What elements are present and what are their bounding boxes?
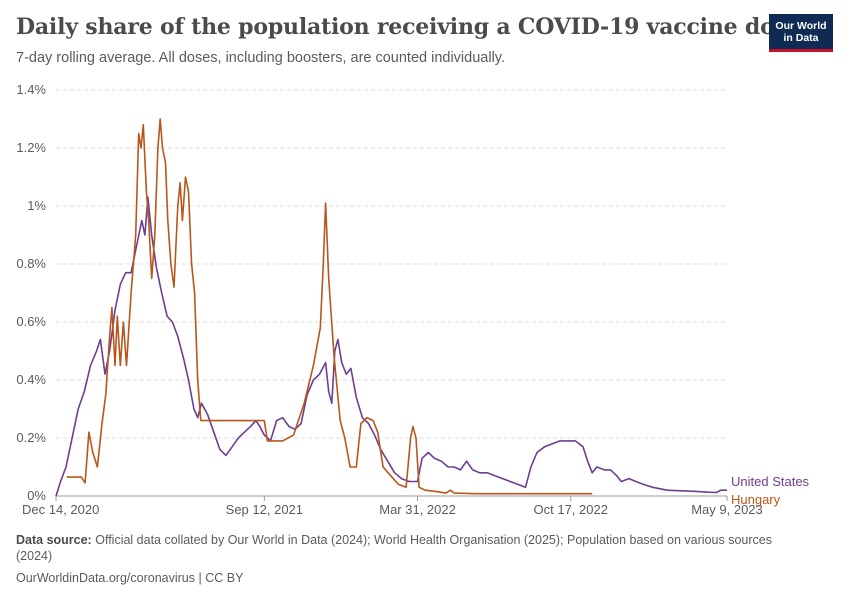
y-tick-label: 0.4% xyxy=(16,372,46,387)
y-tick-label: 1.2% xyxy=(16,140,46,155)
y-tick-label: 0.6% xyxy=(16,314,46,329)
x-tick-label: May 9, 2023 xyxy=(691,502,763,517)
logo-line-1: Our World xyxy=(775,20,827,32)
y-axis: 0% 0.2% 0.4% 0.6% 0.8% 1% 1.2% 1.4% xyxy=(16,82,46,503)
x-axis: Dec 14, 2020 Sep 12, 2021 Mar 31, 2022 Oct … xyxy=(22,495,763,517)
owid-logo[interactable]: Our World in Data xyxy=(769,14,833,52)
y-tick-label: 1% xyxy=(27,198,46,213)
credit-link[interactable]: OurWorldinData.org/coronavirus | CC BY xyxy=(16,571,244,585)
chart-subtitle: 7-day rolling average. All doses, includ… xyxy=(16,50,505,66)
data-source-text: Official data collated by Our World in D… xyxy=(16,533,772,563)
series-group xyxy=(55,118,727,497)
data-source-note: Data source: Official data collated by O… xyxy=(16,532,796,564)
series-line-united-states[interactable] xyxy=(55,196,727,497)
chart-title: Daily share of the population receiving … xyxy=(16,14,801,40)
y-tick-label: 0.8% xyxy=(16,256,46,271)
series-label-hungary: Hungary xyxy=(731,492,781,507)
x-tick-label: Dec 14, 2020 xyxy=(22,502,99,517)
x-tick-label: Sep 12, 2021 xyxy=(226,502,303,517)
logo-line-2: in Data xyxy=(783,32,819,44)
y-tick-label: 0.2% xyxy=(16,430,46,445)
x-tick-label: Oct 17, 2022 xyxy=(534,502,608,517)
series-line-hungary[interactable] xyxy=(66,118,593,495)
x-tick-label: Mar 31, 2022 xyxy=(379,502,456,517)
y-tick-label: 0% xyxy=(27,488,46,503)
series-labels: United States Hungary xyxy=(731,474,810,507)
y-tick-label: 1.4% xyxy=(16,82,46,97)
series-label-united-states: United States xyxy=(731,474,810,489)
data-source-label: Data source: xyxy=(16,533,92,547)
